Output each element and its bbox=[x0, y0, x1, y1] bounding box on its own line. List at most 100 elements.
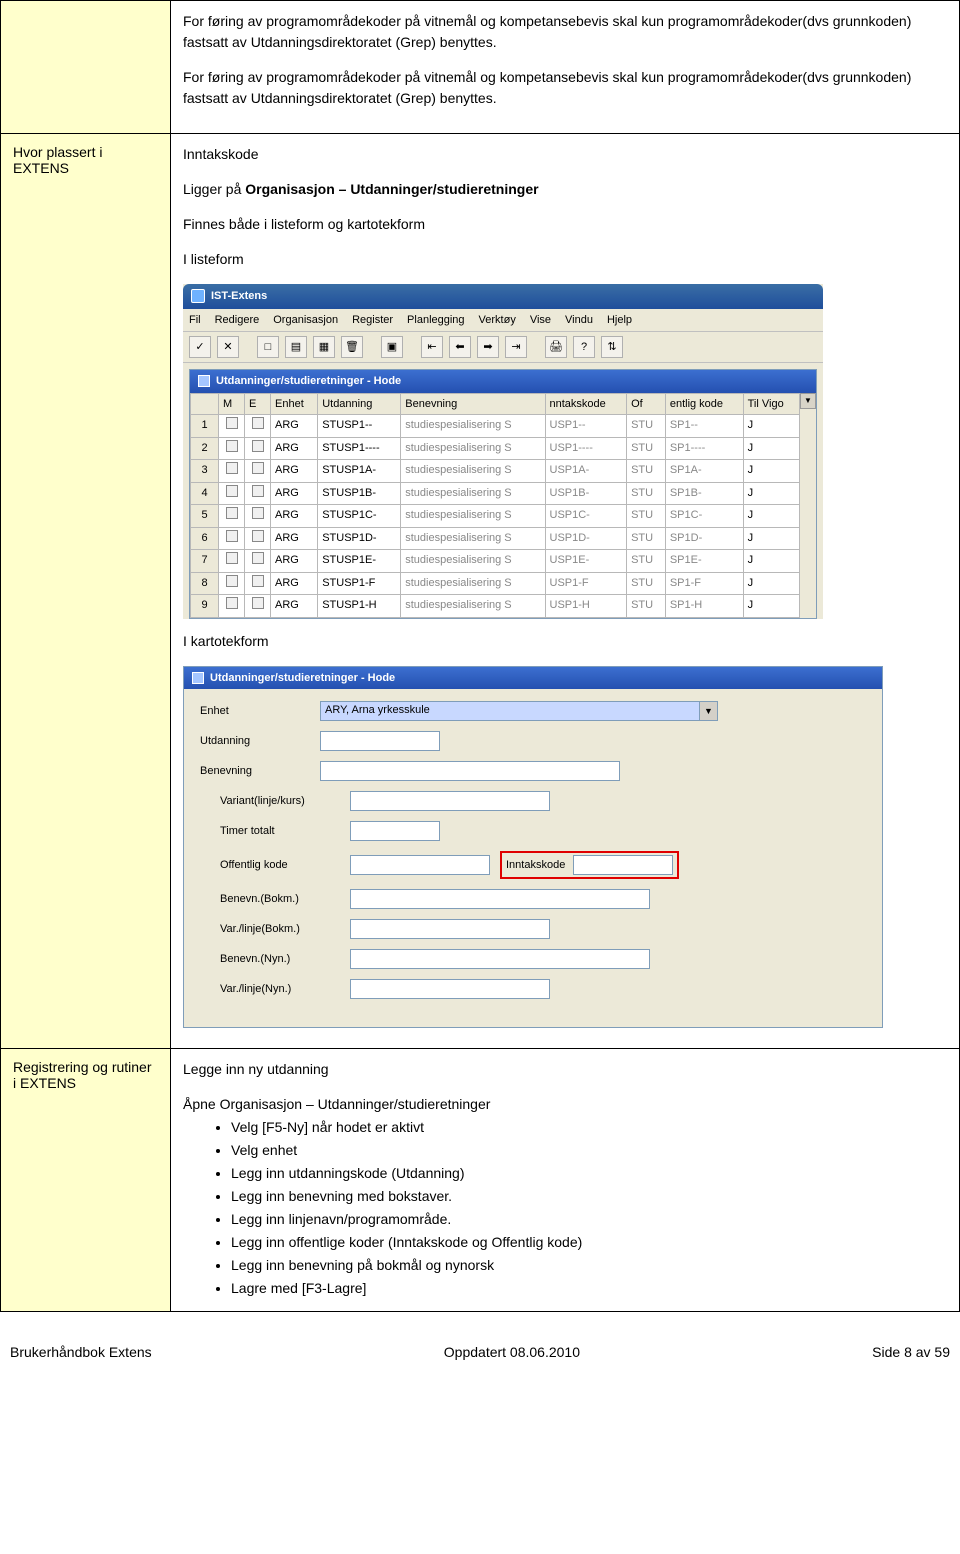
cell-offentligkode: SP1D- bbox=[665, 527, 743, 550]
cell-m[interactable] bbox=[219, 527, 245, 550]
table-row[interactable]: 3ARGSTUSP1A-studiespesialisering SUSP1A-… bbox=[191, 460, 800, 483]
cell-m[interactable] bbox=[219, 505, 245, 528]
menu-fil[interactable]: Fil bbox=[189, 312, 201, 329]
menu-hjelp[interactable]: Hjelp bbox=[607, 312, 632, 329]
input-benevning[interactable] bbox=[320, 761, 620, 781]
cell-m[interactable] bbox=[219, 550, 245, 573]
hdr-m: M bbox=[219, 393, 245, 415]
input-varnyn[interactable] bbox=[350, 979, 550, 999]
tb-first-icon[interactable]: ⇤ bbox=[421, 336, 443, 358]
tb-print-icon[interactable]: 🖨 bbox=[545, 336, 567, 358]
ligger-line: Ligger på Organisasjon – Utdanninger/stu… bbox=[183, 179, 947, 200]
hdr-inntakskode: nntakskode bbox=[545, 393, 627, 415]
cell-rownum: 4 bbox=[191, 482, 219, 505]
cell-enhet: ARG bbox=[271, 550, 318, 573]
cell-e[interactable] bbox=[245, 415, 271, 438]
cell-e[interactable] bbox=[245, 460, 271, 483]
table-row[interactable]: 8ARGSTUSP1-Fstudiespesialisering SUSP1-F… bbox=[191, 572, 800, 595]
tb-next-icon[interactable]: ➡ bbox=[477, 336, 499, 358]
cell-e[interactable] bbox=[245, 595, 271, 618]
cell-rownum: 1 bbox=[191, 415, 219, 438]
cell-of: STU bbox=[627, 415, 666, 438]
footer-center: Oppdatert 08.06.2010 bbox=[444, 1344, 580, 1360]
cell-offentligkode: SP1-H bbox=[665, 595, 743, 618]
bullet-item: Velg enhet bbox=[231, 1140, 947, 1161]
cell-m[interactable] bbox=[219, 482, 245, 505]
menu-verktoy[interactable]: Verktøy bbox=[479, 312, 516, 329]
app-icon bbox=[191, 289, 205, 303]
cell-e[interactable] bbox=[245, 437, 271, 460]
ist-extens-window: IST-Extens Fil Redigere Organisasjon Reg… bbox=[183, 284, 823, 619]
input-offkode[interactable] bbox=[350, 855, 490, 875]
input-variant[interactable] bbox=[350, 791, 550, 811]
cell-m[interactable] bbox=[219, 572, 245, 595]
lbl-enhet: Enhet bbox=[200, 703, 310, 720]
tb-card-icon[interactable]: ▣ bbox=[381, 336, 403, 358]
tb-x-icon[interactable]: ✕ bbox=[217, 336, 239, 358]
cell-benevning: studiespesialisering S bbox=[401, 527, 545, 550]
input-timer[interactable] bbox=[350, 821, 440, 841]
cell-utdanning: STUSP1A- bbox=[318, 460, 401, 483]
lbl-inntakskode: Inntakskode bbox=[506, 857, 565, 874]
tb-prev-icon[interactable]: ⬅ bbox=[449, 336, 471, 358]
tb-help-icon[interactable]: ? bbox=[573, 336, 595, 358]
menubar: Fil Redigere Organisasjon Register Planl… bbox=[183, 309, 823, 333]
cell-m[interactable] bbox=[219, 460, 245, 483]
cell-enhet: ARG bbox=[271, 505, 318, 528]
tb-trash-icon[interactable]: 🗑 bbox=[341, 336, 363, 358]
tb-new-icon[interactable]: □ bbox=[257, 336, 279, 358]
lbl-bennyn: Benevn.(Nyn.) bbox=[220, 951, 340, 968]
tb-last-icon[interactable]: ⇥ bbox=[505, 336, 527, 358]
cell-inntakskode: USP1C- bbox=[545, 505, 627, 528]
tb-grid1-icon[interactable]: ▤ bbox=[285, 336, 307, 358]
kform-titlebar: Utdanninger/studieretninger - Hode bbox=[184, 667, 882, 690]
cell-tilvigo: J bbox=[743, 505, 799, 528]
input-benbokm[interactable] bbox=[350, 889, 650, 909]
table-row[interactable]: 6ARGSTUSP1D-studiespesialisering SUSP1D-… bbox=[191, 527, 800, 550]
tb-updown-icon[interactable]: ⇅ bbox=[601, 336, 623, 358]
menu-register[interactable]: Register bbox=[352, 312, 393, 329]
cell-e[interactable] bbox=[245, 527, 271, 550]
table-row[interactable]: 4ARGSTUSP1B-studiespesialisering SUSP1B-… bbox=[191, 482, 800, 505]
cell-m[interactable] bbox=[219, 595, 245, 618]
table-row[interactable]: 2ARGSTUSP1----studiespesialisering SUSP1… bbox=[191, 437, 800, 460]
table-row[interactable]: 9ARGSTUSP1-Hstudiespesialisering SUSP1-H… bbox=[191, 595, 800, 618]
tb-check-icon[interactable]: ✓ bbox=[189, 336, 211, 358]
table-row[interactable]: 5ARGSTUSP1C-studiespesialisering SUSP1C-… bbox=[191, 505, 800, 528]
cell-of: STU bbox=[627, 550, 666, 573]
lbl-varbokm: Var./linje(Bokm.) bbox=[220, 921, 340, 938]
menu-organisasjon[interactable]: Organisasjon bbox=[273, 312, 338, 329]
row1-right: For føring av programområdekoder på vitn… bbox=[171, 1, 960, 134]
cell-e[interactable] bbox=[245, 572, 271, 595]
cell-utdanning: STUSP1C- bbox=[318, 505, 401, 528]
tb-grid2-icon[interactable]: ▦ bbox=[313, 336, 335, 358]
menu-vise[interactable]: Vise bbox=[530, 312, 551, 329]
cell-inntakskode: USP1D- bbox=[545, 527, 627, 550]
input-utdanning[interactable] bbox=[320, 731, 440, 751]
cell-e[interactable] bbox=[245, 482, 271, 505]
cell-m[interactable] bbox=[219, 415, 245, 438]
cell-e[interactable] bbox=[245, 550, 271, 573]
table-row[interactable]: 7ARGSTUSP1E-studiespesialisering SUSP1E-… bbox=[191, 550, 800, 573]
cell-offentligkode: SP1A- bbox=[665, 460, 743, 483]
para-1: For føring av programområdekoder på vitn… bbox=[183, 11, 947, 53]
grid-scrollbar[interactable]: ▼ bbox=[800, 393, 816, 618]
enhet-dropdown-icon[interactable]: ▼ bbox=[700, 701, 718, 721]
input-bennyn[interactable] bbox=[350, 949, 650, 969]
inntakskode-highlight: Inntakskode bbox=[500, 851, 679, 879]
input-inntakskode[interactable] bbox=[573, 855, 673, 875]
menu-redigere[interactable]: Redigere bbox=[215, 312, 260, 329]
bullet-item: Legg inn offentlige koder (Inntakskode o… bbox=[231, 1232, 947, 1253]
cell-m[interactable] bbox=[219, 437, 245, 460]
input-varbokm[interactable] bbox=[350, 919, 550, 939]
data-grid[interactable]: M E Enhet Utdanning Benevning nntakskode… bbox=[190, 393, 800, 618]
hdr-of: Of bbox=[627, 393, 666, 415]
cell-e[interactable] bbox=[245, 505, 271, 528]
menu-planlegging[interactable]: Planlegging bbox=[407, 312, 465, 329]
row1-left bbox=[1, 1, 171, 134]
menu-vindu[interactable]: Vindu bbox=[565, 312, 593, 329]
table-row[interactable]: 1ARGSTUSP1--studiespesialisering SUSP1--… bbox=[191, 415, 800, 438]
cell-benevning: studiespesialisering S bbox=[401, 415, 545, 438]
scroll-down-icon[interactable]: ▼ bbox=[800, 393, 816, 409]
input-enhet[interactable]: ARY, Arna yrkesskule bbox=[320, 701, 700, 721]
